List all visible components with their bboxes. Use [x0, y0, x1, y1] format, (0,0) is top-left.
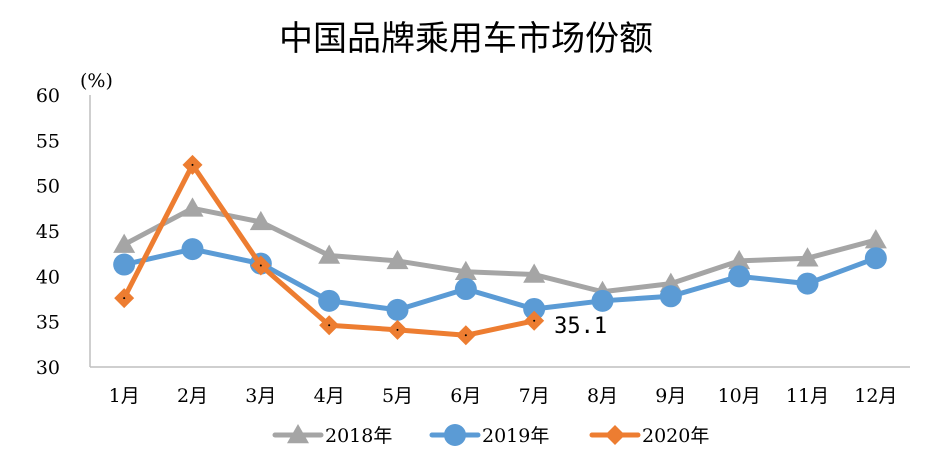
- data-point: [249, 210, 272, 231]
- y-axis-unit-label: (%): [80, 70, 113, 92]
- series-line: [121, 205, 879, 295]
- data-point: [454, 260, 477, 281]
- x-tick-label: 7月: [519, 385, 550, 407]
- legend-item: 2020年: [589, 425, 709, 447]
- x-tick-label: 12月: [854, 385, 897, 407]
- data-point: [386, 249, 409, 270]
- legend-label: 2019年: [482, 425, 549, 447]
- point-dot: [123, 297, 126, 300]
- x-tick-label: 1月: [109, 385, 140, 407]
- data-point: [659, 285, 682, 308]
- legend-marker: [605, 425, 625, 445]
- series-line: [121, 246, 879, 313]
- legend-marker: [444, 424, 466, 446]
- y-tick-label: 45: [36, 221, 60, 243]
- x-tick-label: 5月: [382, 385, 413, 407]
- series-1: [113, 197, 887, 300]
- data-point: [728, 265, 751, 288]
- x-axis-ticks: 1月 2月 3月 4月 5月 6月 7月 8月 9月 10月 11月 12月: [109, 385, 898, 407]
- point-dot: [533, 319, 536, 322]
- point-dot: [328, 324, 331, 327]
- data-point: [181, 197, 204, 217]
- data-point: [796, 247, 819, 267]
- data-point: [113, 233, 136, 253]
- data-label: 35.1: [554, 314, 607, 339]
- data-point: [591, 289, 614, 312]
- x-tick-label: 8月: [587, 385, 618, 407]
- data-point: [113, 253, 136, 276]
- data-point: [523, 263, 546, 283]
- series-2: [113, 238, 887, 321]
- data-point: [523, 297, 546, 320]
- x-tick-label: 3月: [245, 385, 276, 407]
- legend-item: 2018年: [272, 424, 392, 447]
- x-tick-label: 4月: [314, 385, 345, 407]
- y-axis-ticks: 30 35 40 45 50 55 60: [36, 85, 60, 379]
- legend-label: 2020年: [642, 425, 709, 447]
- x-tick-label: 2月: [177, 385, 208, 407]
- legend: 2018年 2019年 2020年: [272, 424, 709, 447]
- data-point: [864, 229, 887, 249]
- point-dot: [259, 264, 262, 267]
- data-point: [386, 298, 409, 321]
- data-point: [864, 247, 887, 270]
- chart-title: 中国品牌乘用车市场份额: [279, 19, 653, 59]
- y-tick-label: 55: [36, 130, 60, 152]
- data-point: [318, 289, 341, 312]
- data-point: [796, 272, 819, 295]
- legend-label: 2018年: [325, 425, 392, 447]
- x-tick-label: 10月: [718, 385, 761, 407]
- x-tick-label: 9月: [655, 385, 686, 407]
- y-tick-label: 30: [36, 357, 60, 379]
- y-tick-label: 40: [36, 266, 60, 288]
- x-tick-label: 11月: [786, 385, 829, 407]
- point-dot: [464, 334, 467, 337]
- point-dot: [396, 328, 399, 331]
- legend-item: 2019年: [429, 424, 549, 447]
- point-dot: [191, 163, 194, 166]
- y-tick-label: 60: [36, 85, 60, 107]
- data-point: [181, 238, 204, 261]
- data-point: [728, 249, 751, 270]
- y-tick-label: 50: [36, 176, 60, 198]
- annotation-layer: 35.1: [554, 314, 607, 339]
- y-tick-label: 35: [36, 312, 60, 334]
- data-point: [454, 278, 477, 301]
- series-3: [114, 154, 545, 346]
- data-point: [318, 244, 341, 264]
- legend-marker: [287, 424, 309, 444]
- x-tick-label: 6月: [450, 385, 481, 407]
- series-layer: [113, 154, 887, 346]
